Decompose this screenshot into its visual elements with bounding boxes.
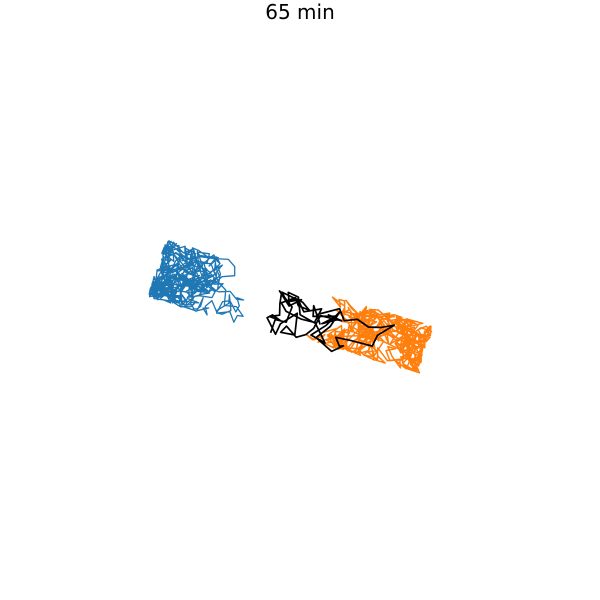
trajectory-orange xyxy=(305,296,433,374)
figure-title: 65 min xyxy=(265,0,335,24)
trajectory-blue xyxy=(148,240,245,323)
trajectory-black xyxy=(266,290,396,353)
